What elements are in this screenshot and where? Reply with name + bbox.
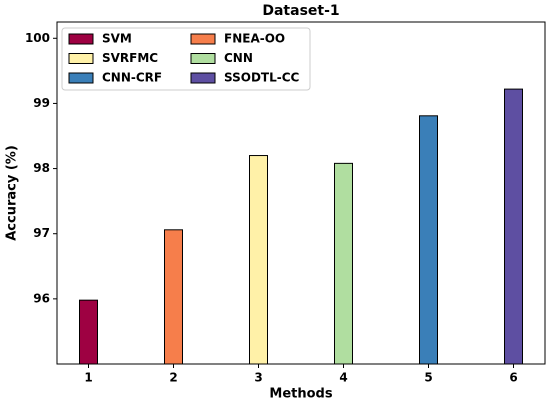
legend-label: FNEA-OO (224, 32, 285, 46)
bar (504, 88, 523, 365)
y-tick-label: 99 (33, 96, 50, 110)
bar (249, 155, 268, 365)
legend-label: SVM (102, 32, 132, 46)
bar (419, 115, 438, 365)
bar (334, 162, 353, 365)
x-tick-label: 2 (169, 371, 177, 385)
plot-frame (56, 21, 546, 365)
legend-label: CNN (224, 51, 253, 65)
bar (164, 229, 183, 365)
legend-swatch (68, 72, 94, 84)
legend-swatch (68, 33, 94, 45)
legend-swatch (68, 53, 94, 64)
x-tick-label: 4 (339, 371, 347, 385)
y-tick-label: 100 (25, 31, 50, 45)
legend-label: SSODTL-CC (224, 71, 300, 85)
y-tick-label: 97 (33, 226, 50, 240)
y-tick-label: 96 (33, 291, 50, 305)
legend-box (61, 27, 311, 91)
x-axis-label: Methods (269, 387, 332, 402)
legend-label: SVRFMC (102, 51, 158, 65)
legend-label: CNN-CRF (102, 71, 162, 85)
x-tick-label: 6 (509, 371, 517, 385)
x-tick-label: 3 (254, 371, 262, 385)
legend-swatch (190, 53, 216, 64)
x-tick-label: 5 (424, 371, 432, 385)
bar (79, 299, 98, 365)
chart-title: Dataset-1 (262, 3, 339, 19)
legend-swatch (190, 33, 216, 45)
y-axis-label: Accuracy (%) (5, 145, 20, 241)
legend-swatch (190, 72, 216, 84)
x-tick-label: 1 (84, 371, 92, 385)
y-tick-label: 98 (33, 161, 50, 175)
